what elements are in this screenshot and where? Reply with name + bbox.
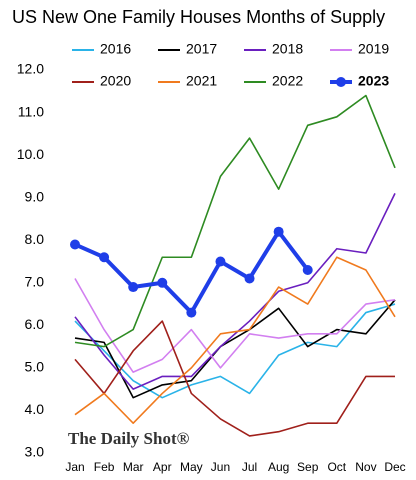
x-tick-label: Oct (327, 460, 346, 474)
legend-marker (336, 77, 346, 87)
legend-label: 2019 (358, 41, 389, 57)
y-tick-label: 8.0 (25, 231, 45, 247)
series-line (74, 320, 395, 437)
x-tick-label: Mar (123, 460, 144, 474)
legend-label: 2021 (186, 73, 217, 89)
chart-title: US New One Family Houses Months of Suppl… (12, 7, 385, 27)
y-tick-label: 7.0 (25, 273, 45, 289)
y-tick-label: 12.0 (17, 61, 44, 77)
y-tick-label: 5.0 (25, 359, 45, 375)
x-tick-label: Sep (297, 460, 319, 474)
x-tick-label: Feb (94, 460, 115, 474)
x-tick-label: Aug (268, 460, 289, 474)
y-tick-label: 11.0 (18, 103, 44, 119)
series-line (74, 299, 396, 399)
series-line (74, 193, 396, 390)
series-line (74, 278, 396, 373)
y-tick-label: 10.0 (17, 146, 44, 162)
series-line (74, 256, 396, 425)
point (128, 282, 139, 293)
point (99, 252, 110, 263)
legend-label: 2022 (272, 73, 303, 89)
series-line (74, 303, 396, 399)
x-tick-label: Jan (65, 460, 84, 474)
legend-label: 2020 (100, 73, 131, 89)
legend-label: 2017 (186, 41, 217, 57)
watermark: The Daily Shot® (68, 429, 190, 448)
x-tick-label: Apr (153, 460, 172, 474)
legend-label: 2016 (100, 41, 131, 57)
x-tick-label: Nov (355, 460, 376, 474)
point (157, 277, 168, 288)
point (186, 307, 197, 318)
point (302, 265, 313, 276)
legend-label: 2023 (358, 73, 389, 89)
point (244, 273, 255, 284)
x-tick-label: May (180, 460, 203, 474)
series-line (74, 94, 396, 348)
x-tick-label: Jul (242, 460, 257, 474)
y-tick-label: 6.0 (25, 316, 45, 332)
point (70, 239, 80, 250)
y-tick-label: 9.0 (25, 188, 45, 204)
series-line (74, 229, 310, 315)
y-tick-label: 3.0 (25, 444, 45, 460)
legend-label: 2018 (272, 41, 303, 57)
y-tick-label: 4.0 (25, 401, 45, 417)
x-tick-label: Jun (211, 460, 230, 474)
point (215, 256, 226, 267)
point (273, 226, 284, 237)
x-tick-label: Dec (384, 460, 405, 474)
